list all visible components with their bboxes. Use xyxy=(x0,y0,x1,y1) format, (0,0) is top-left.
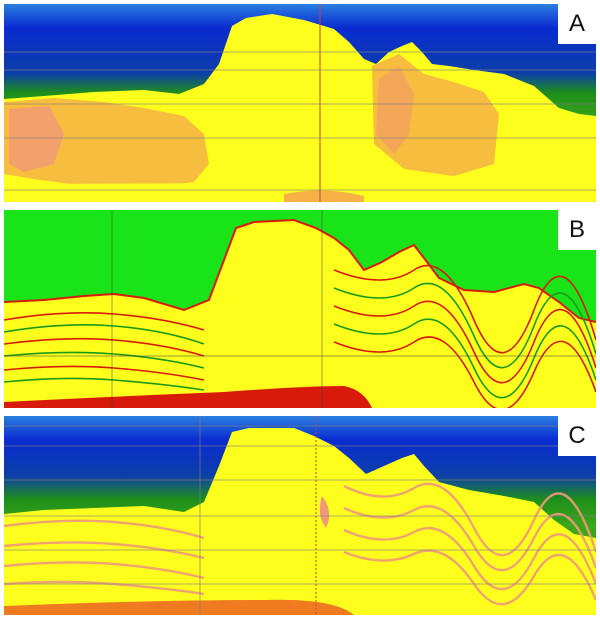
panel-b-label: B xyxy=(558,210,596,250)
panel-a-label: A xyxy=(558,4,596,44)
panel-b-image xyxy=(4,210,596,408)
panel-c: C xyxy=(4,416,596,615)
panel-b: B xyxy=(4,210,596,408)
panel-c-image xyxy=(4,416,596,615)
panel-a-image xyxy=(4,4,596,202)
panel-c-label: C xyxy=(558,416,596,456)
panel-a: A xyxy=(4,4,596,202)
